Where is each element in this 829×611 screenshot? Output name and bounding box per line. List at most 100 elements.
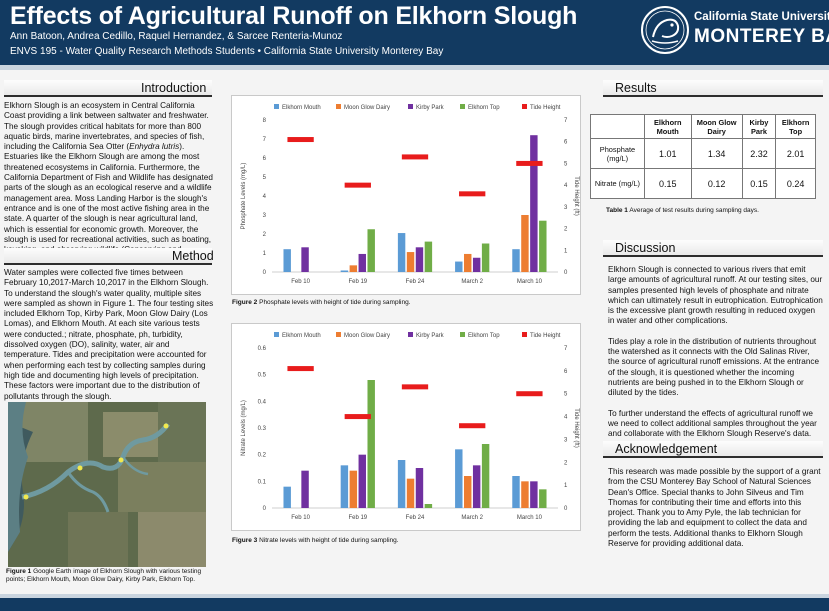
x-tick-label: Feb 10 [291, 515, 310, 521]
table-row: Nitrate (mg/L) 0.15 0.12 0.15 0.24 [590, 168, 816, 199]
map-marker-elkhorn-mouth [23, 494, 29, 500]
y-tick-label: 1 [263, 251, 267, 257]
legend-label: Elkhorn Mouth [282, 105, 321, 111]
bar-kirby-park [530, 481, 538, 508]
y2-tick-label: 7 [564, 118, 568, 124]
y-tick-label: 2 [263, 232, 267, 238]
legend-swatch [408, 104, 413, 109]
bar-elkhorn-mouth [397, 460, 406, 508]
bar-moon-glow-dairy [406, 252, 415, 272]
table-cell: 2.01 [775, 138, 816, 169]
figure3-caption-text: Nitrate levels with height of tide durin… [257, 537, 399, 544]
table-cell: 1.01 [643, 138, 692, 169]
poster-header: Effects of Agricultural Runoff on Elkhor… [0, 0, 829, 65]
nitrate-chart-svg: Elkhorn Mouth Moon Glow Dairy Kirby Park El… [241, 332, 579, 521]
bar-elkhorn-top [367, 380, 375, 508]
results-heading-text: Results [615, 81, 657, 95]
bar-moon-glow-dairy [464, 476, 472, 508]
legend-swatch [336, 332, 341, 337]
header-divider [0, 65, 829, 70]
discussion-paragraph: Tides play a role in the distribution of… [608, 336, 820, 398]
table-cell: 0.15 [741, 168, 777, 199]
y2-tick-label: 3 [564, 437, 568, 443]
bar-kirby-park [358, 454, 366, 508]
tide-height-marker [344, 414, 371, 420]
bar-elkhorn-mouth [512, 476, 520, 508]
x-tick-label: Feb 24 [406, 279, 425, 285]
y2-tick-label: 2 [564, 227, 568, 233]
bar-elkhorn-top [481, 243, 490, 272]
y-tick-label: 0 [263, 270, 267, 276]
y2-tick-label: 7 [564, 346, 568, 352]
bar-moon-glow-dairy [406, 478, 415, 508]
figure1-caption: Figure 1 Google Earth image of Elkhorn S… [6, 568, 211, 584]
bar-elkhorn-mouth [283, 249, 291, 272]
bar-elkhorn-mouth [455, 261, 463, 272]
otter-seal-icon [641, 6, 689, 54]
results-table-header-row: Elkhorn Mouth Moon Glow Dairy Kirby Park… [590, 114, 816, 139]
tide-height-marker [516, 391, 543, 397]
bar-elkhorn-top [424, 241, 433, 272]
y2-tick-label: 0 [564, 506, 568, 512]
y-tick-label: 0.2 [258, 453, 267, 459]
method-heading: Method [4, 248, 214, 265]
column-header-elkhorn-mouth: Elkhorn Mouth [643, 114, 692, 139]
discussion-heading: Discussion [603, 240, 823, 257]
legend-swatch [460, 104, 465, 109]
figure3-label: Figure 3 [232, 537, 258, 544]
bar-elkhorn-top [539, 220, 547, 272]
column-header-kirby-park: Kirby Park [741, 114, 777, 139]
figure2-caption: Figure 2 Phosphate levels with height of… [232, 299, 572, 307]
results-heading: Results [603, 80, 823, 97]
table1-caption-text: Average of test results during sampling … [627, 207, 759, 214]
legend-label: Tide Height [530, 105, 561, 111]
introduction-heading: Introduction [4, 80, 212, 97]
y2-axis-title: Tide Height (ft) [573, 408, 579, 447]
results-table: Elkhorn Mouth Moon Glow Dairy Kirby Park… [590, 114, 816, 199]
course-affiliation: ENVS 195 - Water Quality Research Method… [10, 46, 444, 57]
legend-swatch [460, 332, 465, 337]
x-tick-label: Feb 19 [348, 515, 367, 521]
table-cell: 2.32 [741, 138, 777, 169]
phosphate-chart: Elkhorn Mouth Moon Glow Dairy Kirby Park El… [231, 95, 581, 295]
y2-tick-label: 2 [564, 460, 568, 466]
acknowledgement-heading: Acknowledgement [603, 441, 823, 458]
y-tick-label: 0.6 [258, 346, 267, 352]
poster-footer [0, 598, 829, 611]
tide-height-marker [287, 366, 314, 372]
bar-elkhorn-mouth [512, 249, 520, 272]
bar-moon-glow-dairy [521, 481, 529, 508]
footer-divider [0, 594, 829, 598]
figure1-caption-text: Google Earth image of Elkhorn Slough wit… [6, 568, 202, 583]
elkhorn-slough-satellite-map [8, 402, 206, 567]
bar-moon-glow-dairy [349, 265, 358, 272]
column-header-moon-glow-dairy: Moon Glow Dairy [690, 114, 743, 139]
y-tick-label: 0 [263, 506, 267, 512]
x-tick-label: Feb 24 [406, 515, 425, 521]
legend-swatch [522, 332, 527, 337]
legend-swatch [274, 104, 279, 109]
bar-elkhorn-top [367, 229, 375, 272]
poster-title: Effects of Agricultural Runoff on Elkhor… [10, 2, 578, 30]
logo-university-name: California State University [694, 11, 829, 23]
legend-label: Elkhorn Top [468, 105, 500, 111]
legend-label: Elkhorn Top [468, 333, 500, 339]
table-cell: 1.34 [690, 138, 743, 169]
legend-label: Tide Height [530, 333, 561, 339]
author-list: Ann Batoon, Andrea Cedillo, Raquel Herna… [10, 31, 343, 42]
tide-height-marker [401, 154, 429, 160]
discussion-text: Elkhorn Slough is connected to various r… [608, 265, 823, 439]
introduction-text: Elkhorn Slough is an ecosystem in Centra… [4, 101, 216, 266]
y-tick-label: 0.5 [258, 373, 267, 379]
y-tick-label: 3 [263, 213, 267, 219]
method-heading-text: Method [172, 249, 214, 263]
bar-kirby-park [472, 465, 481, 508]
x-tick-label: March 2 [461, 515, 483, 521]
y2-tick-label: 5 [564, 392, 568, 398]
y-tick-label: 4 [263, 194, 267, 200]
phosphate-chart-svg: Elkhorn Mouth Moon Glow Dairy Kirby Park El… [241, 104, 579, 285]
table1-caption: Table 1 Average of test results during s… [606, 207, 821, 215]
legend-swatch [274, 332, 279, 337]
bar-elkhorn-top [539, 489, 547, 508]
legend-label: Moon Glow Dairy [344, 333, 390, 339]
